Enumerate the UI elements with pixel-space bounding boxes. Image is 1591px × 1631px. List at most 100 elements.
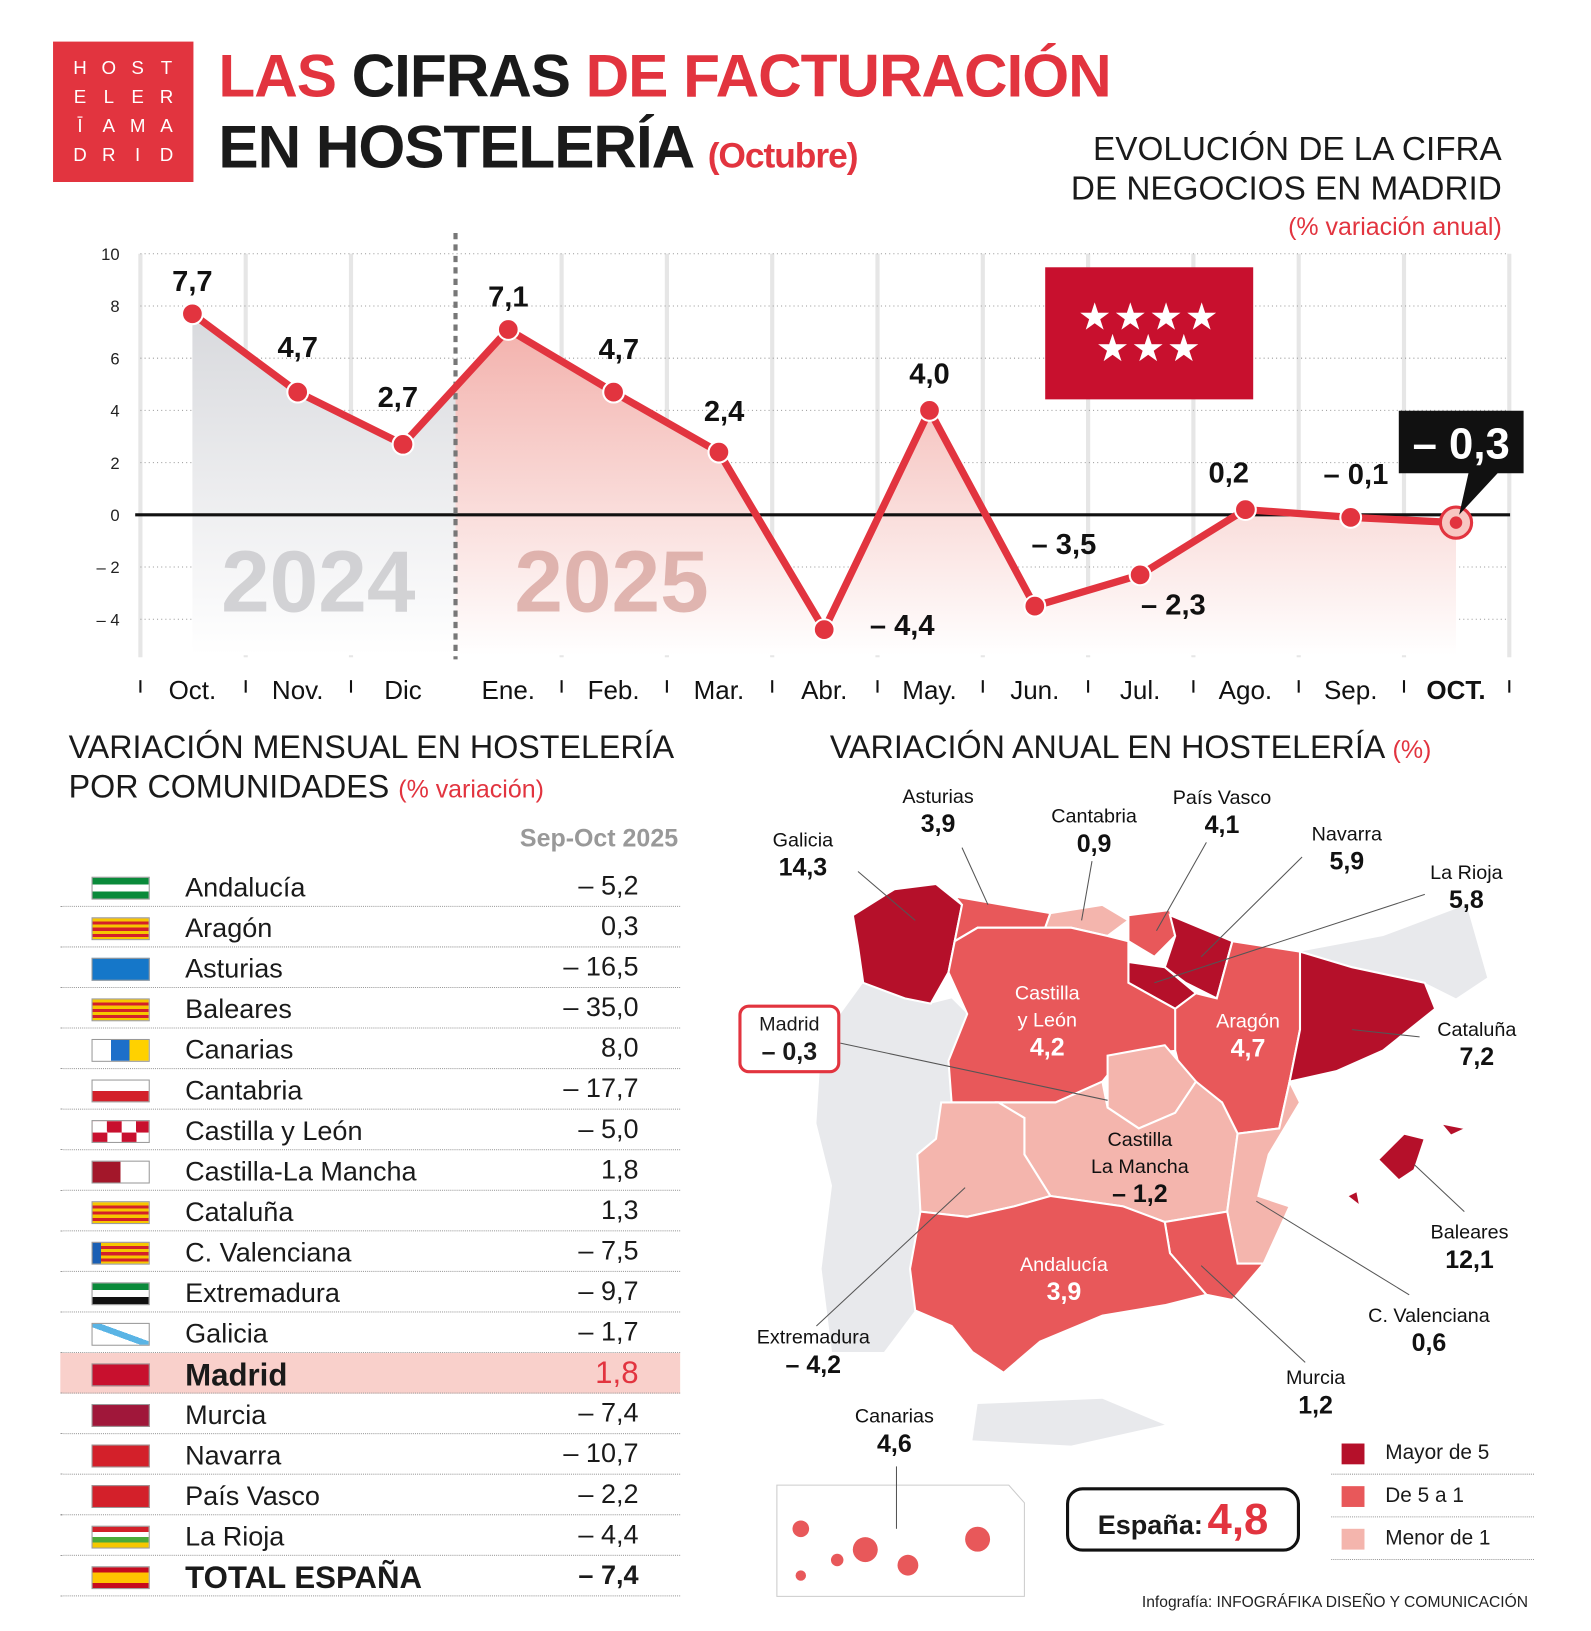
y-tick-label: 8 [110, 297, 119, 316]
community-name: TOTAL ESPAÑA [185, 1561, 423, 1596]
data-point [286, 380, 310, 404]
logo-letter: A [160, 115, 173, 137]
y-tick-label: 2 [110, 454, 119, 473]
monthly-title: VARIACIÓN MENSUAL EN HOSTELERÍA POR COMU… [69, 728, 675, 810]
region-name: Aragón [1216, 1010, 1280, 1033]
cataluna-flag-icon [91, 1201, 150, 1225]
community-name: Extremadura [185, 1277, 340, 1309]
galicia-flag-icon [91, 1322, 150, 1346]
community-name: C. Valenciana [185, 1236, 352, 1268]
table-row: Asturias – 16,5 [60, 947, 681, 988]
line-chart: 10 8 6 4 2 0 – 2 – 4 2024 2025 7,7 Oct. 4,7 Nov. 2,7 Di… [96, 232, 1524, 705]
monthly-unit: (% variación) [398, 775, 544, 804]
baleares-region [1376, 1132, 1427, 1182]
data-point [180, 302, 204, 326]
leader-line [840, 1042, 1108, 1101]
community-name: Asturias [185, 952, 283, 984]
murcia-flag-icon [91, 1404, 150, 1427]
region-name: Asturias [902, 786, 974, 809]
legend-label: Menor de 1 [1385, 1526, 1491, 1550]
credit: Infografía: INFOGRÁFIKA DISEÑO Y COMUNIC… [1142, 1593, 1528, 1611]
table-row: Galicia – 1,7 [60, 1312, 681, 1354]
leader-line [1154, 893, 1425, 984]
x-tick-label: Sep. [1324, 675, 1377, 705]
table-row: Aragón 0,3 [60, 907, 681, 948]
andalucia-flag-icon [91, 876, 150, 900]
navarra-label: Navarra 5,9 [1253, 822, 1440, 878]
community-name: Cantabria [185, 1074, 303, 1106]
canarias-label: Canarias 4,6 [801, 1404, 988, 1460]
leader-line [857, 871, 916, 921]
monthly-title-line: POR COMUNIDADES [68, 768, 390, 805]
region-value: 7,2 [1459, 1043, 1495, 1072]
x-tick-label: Jun. [1010, 675, 1059, 705]
leader-line [1200, 1265, 1306, 1363]
community-value: – 7,5 [578, 1234, 639, 1266]
data-label: 7,1 [488, 282, 528, 314]
community-name: Castilla-La Mancha [185, 1155, 417, 1187]
baleares-region [1344, 1189, 1362, 1209]
paisvasco-region [1127, 908, 1177, 959]
logo-letter: O [101, 57, 117, 79]
cantabria-flag-icon [91, 1079, 150, 1103]
data-label: – 4,4 [870, 610, 936, 642]
data-point [1128, 563, 1152, 587]
y-tick-label: – 4 [96, 610, 119, 629]
madrid-label: Madrid – 0,3 [738, 1004, 841, 1074]
andalucia-label: Andalucía 3,9 [970, 1252, 1157, 1308]
community-name: Baleares [185, 993, 292, 1025]
community-value: 1,3 [600, 1193, 639, 1226]
logo-letter: D [159, 144, 174, 165]
region-value: 12,1 [1445, 1245, 1494, 1274]
espana-total-badge: España: 4,8 [1066, 1487, 1300, 1552]
region-name: La Rioja [1430, 862, 1503, 884]
canarias-island [897, 1554, 919, 1576]
murcia-label: Murcia 1,2 [1222, 1366, 1409, 1422]
madrid-flag-icon: ★★★★ ★★★ [1045, 267, 1254, 400]
region-value: 14,3 [778, 853, 828, 882]
x-tick-label: Nov. [272, 675, 324, 705]
chart-title-line: EVOLUCIÓN DE LA CIFRA [1093, 130, 1502, 168]
community-value: – 5,0 [578, 1112, 639, 1144]
data-point [918, 398, 941, 422]
morocco-shape [972, 1398, 1165, 1446]
aragon-flag-icon [91, 917, 150, 941]
community-value: – 16,5 [563, 950, 639, 982]
canarias-island [965, 1526, 991, 1552]
community-value: – 1,7 [578, 1315, 639, 1347]
annual-unit: (%) [1392, 736, 1432, 765]
madrid-flag-icon [91, 1363, 150, 1387]
espana-value: 4,8 [1207, 1494, 1269, 1544]
table-row: Castilla y León – 5,0 [60, 1110, 681, 1151]
x-tick-label: May. [902, 675, 956, 705]
region-value: – 4,2 [785, 1350, 842, 1380]
legend-swatch [1341, 1528, 1365, 1550]
x-tick-label: Mar. [694, 675, 745, 705]
table-row: Castilla-La Mancha 1,8 [60, 1150, 681, 1191]
legend-item: Menor de 1 [1331, 1518, 1534, 1560]
annual-title-text: VARIACIÓN ANUAL EN HOSTELERÍA [829, 729, 1384, 766]
y-tick-label: 0 [110, 506, 119, 525]
data-point [1339, 505, 1363, 529]
data-point [391, 432, 415, 456]
region-name: Galicia [772, 829, 834, 852]
logo-letter: R [159, 86, 174, 108]
region-value: 4,6 [877, 1430, 912, 1459]
galicia-region [851, 882, 964, 1005]
community-name: Castilla y León [185, 1114, 363, 1147]
region-name: La Mancha [1090, 1156, 1189, 1179]
leader-line [1351, 1029, 1420, 1038]
region-name: Canarias [854, 1406, 934, 1428]
title-line-2: EN HOSTELERÍA (Octubre) [218, 117, 858, 178]
community-name: Andalucía [185, 871, 306, 903]
region-value: 4,2 [1029, 1033, 1065, 1062]
logo-letter: T [160, 57, 173, 79]
table-row: Navarra – 10,7 [60, 1434, 681, 1475]
leader-line [1081, 861, 1093, 921]
table-row: Canarias 8,0 [60, 1029, 681, 1070]
community-value: 0,3 [600, 909, 639, 942]
community-value: – 2,2 [578, 1477, 639, 1510]
community-value: – 9,7 [578, 1275, 639, 1307]
logo-letter: E [73, 86, 87, 108]
leader-line [961, 847, 989, 906]
